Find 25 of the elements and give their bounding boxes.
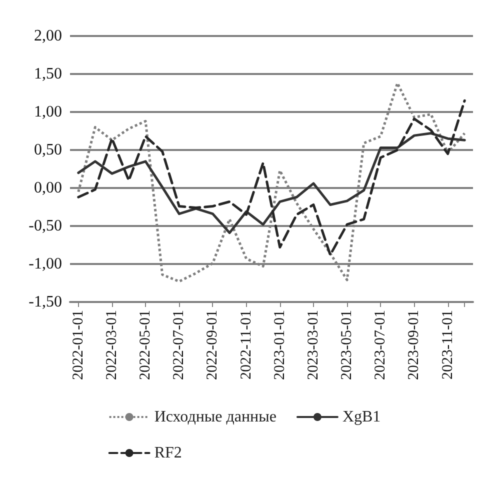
y-tick-label: 2,00 — [34, 28, 62, 44]
x-tick-label: 2023-05-01 — [339, 310, 356, 380]
legend-label: Исходные данные — [154, 408, 276, 426]
x-tick-label: 2022-07-01 — [171, 310, 188, 380]
y-tick-label: 0,00 — [34, 180, 62, 196]
x-tick-label: 2022-01-01 — [70, 310, 86, 380]
y-tick-label: 1,00 — [34, 104, 62, 120]
legend-label: RF2 — [154, 444, 182, 462]
x-tick-label: 2023-01-01 — [272, 310, 288, 380]
x-tick-label: 2022-09-01 — [204, 310, 221, 380]
legend-label: XgB1 — [342, 408, 381, 426]
x-tick-label: 2023-11-01 — [440, 310, 456, 380]
x-tick-label: 2022-11-01 — [238, 310, 254, 380]
x-tick-label: 2022-05-01 — [138, 310, 154, 380]
y-tick-label: -1,00 — [28, 256, 62, 272]
y-tick-label: 0,50 — [34, 142, 62, 158]
x-tick-label: 2023-03-01 — [305, 310, 322, 380]
x-tick-label: 2023-07-01 — [372, 310, 389, 380]
x-tick-label: 2022-03-01 — [104, 310, 120, 380]
x-tick-label: 2023-09-01 — [406, 310, 422, 380]
y-tick-label: 1,50 — [34, 66, 62, 82]
line-series — [77, 132, 466, 234]
y-tick-label: -1,50 — [28, 294, 62, 310]
line-series — [77, 99, 466, 256]
y-tick-label: -0,50 — [28, 218, 62, 234]
